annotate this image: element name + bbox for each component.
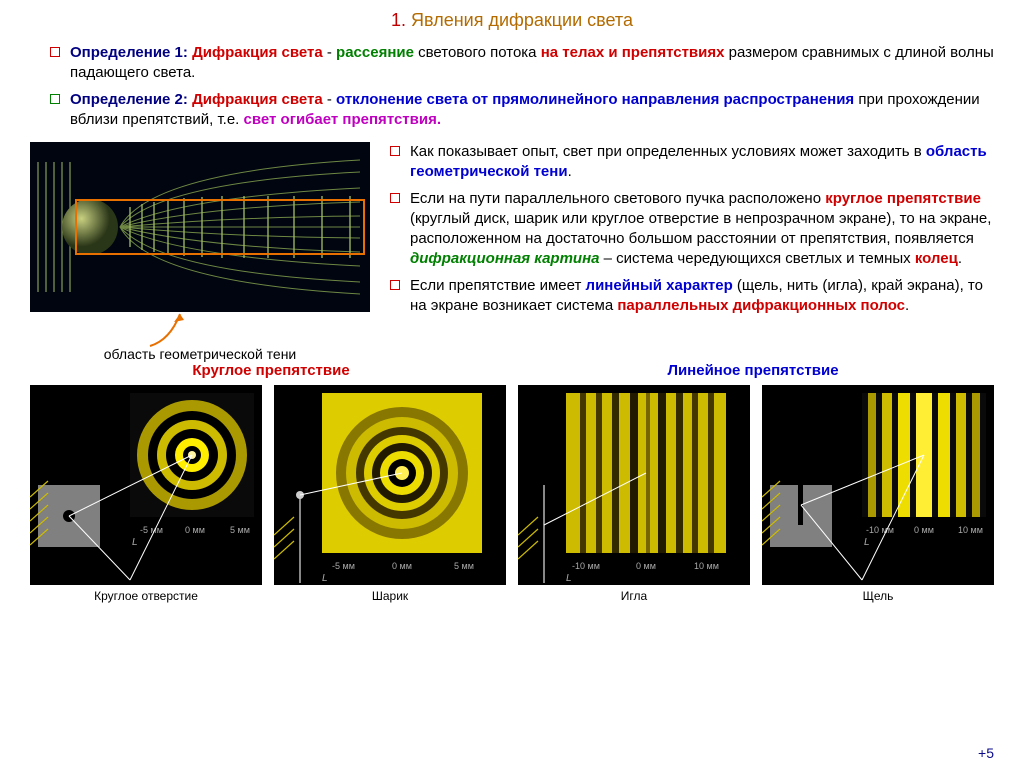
svg-text:0 мм: 0 мм [914, 525, 934, 535]
svg-text:L: L [322, 573, 328, 584]
bullet-text: Как показывает опыт, свет при определенн… [410, 142, 994, 183]
bullet-icon [50, 94, 60, 104]
right-column: Как показывает опыт, свет при определенн… [390, 142, 994, 362]
svg-text:L: L [566, 573, 572, 584]
shadow-caption: область геометрической тени [30, 346, 370, 362]
svg-text:L: L [132, 537, 138, 548]
cell-label-3: Щель [762, 589, 994, 603]
pattern-grid: -5 мм 0 мм 5 мм L Круглое отверстие [30, 385, 994, 603]
mid-section: область геометрической тени Как показыва… [30, 142, 994, 362]
svg-text:-10 мм: -10 мм [572, 561, 600, 571]
right-bullet: Если на пути параллельного светового пуч… [390, 189, 994, 270]
cell-slit: -10 мм 0 мм 10 мм L Щель [762, 385, 994, 603]
right-bullet: Как показывает опыт, свет при определенн… [390, 142, 994, 183]
svg-text:0 мм: 0 мм [185, 525, 205, 535]
round-obstacle-label: Круглое препятствие [40, 362, 503, 379]
svg-text:-10 мм: -10 мм [866, 525, 894, 535]
title-number: 1. [391, 10, 406, 30]
cell-img-2: -10 мм 0 мм 10 мм L [518, 385, 750, 585]
svg-text:10 мм: 10 мм [958, 525, 983, 535]
definition-2-text: Определение 2: Дифракция света - отклоне… [70, 90, 994, 131]
definition-1-text: Определение 1: Дифракция света - рассеян… [70, 43, 994, 84]
bottom-labels: Круглое препятствие Линейное препятствие [30, 362, 994, 379]
bullet-icon [50, 47, 60, 57]
bullet-icon [390, 193, 400, 203]
cell-needle: -10 мм 0 мм 10 мм L Игла [518, 385, 750, 603]
svg-text:-5 мм: -5 мм [140, 525, 163, 535]
cell-img-0: -5 мм 0 мм 5 мм L [30, 385, 262, 585]
svg-text:5 мм: 5 мм [230, 525, 250, 535]
page-title: 1. Явления дифракции света [30, 10, 994, 31]
cell-label-2: Игла [518, 589, 750, 603]
right-bullet: Если препятствие имеет линейный характер… [390, 276, 994, 317]
title-text: Явления дифракции света [411, 10, 633, 30]
cell-img-3: -10 мм 0 мм 10 мм L [762, 385, 994, 585]
definition-1: Определение 1: Дифракция света - рассеян… [50, 43, 994, 84]
diffraction-diagram [30, 142, 370, 312]
bullet-text: Если на пути параллельного светового пуч… [410, 189, 994, 270]
linear-obstacle-label: Линейное препятствие [522, 362, 985, 379]
definition-2: Определение 2: Дифракция света - отклоне… [50, 90, 994, 131]
cell-label-0: Круглое отверстие [30, 589, 262, 603]
svg-text:-5 мм: -5 мм [332, 561, 355, 571]
bullet-text: Если препятствие имеет линейный характер… [410, 276, 994, 317]
svg-text:0 мм: 0 мм [392, 561, 412, 571]
cell-round-aperture: -5 мм 0 мм 5 мм L Круглое отверстие [30, 385, 262, 603]
svg-text:5 мм: 5 мм [454, 561, 474, 571]
cell-ball: -5 мм 0 мм 5 мм L Шарик [274, 385, 506, 603]
cell-img-1: -5 мм 0 мм 5 мм L [274, 385, 506, 585]
left-column: область геометрической тени [30, 142, 370, 362]
svg-text:10 мм: 10 мм [694, 561, 719, 571]
svg-text:L: L [864, 537, 870, 548]
svg-text:0 мм: 0 мм [636, 561, 656, 571]
bullet-icon [390, 146, 400, 156]
cell-label-1: Шарик [274, 589, 506, 603]
page-number: +5 [978, 745, 994, 761]
bullet-icon [390, 280, 400, 290]
